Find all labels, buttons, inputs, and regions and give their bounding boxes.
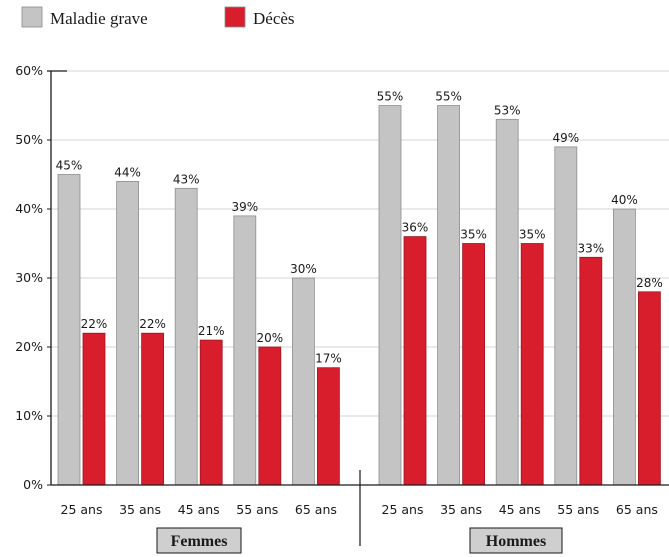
y-tick-label: 40% <box>15 201 43 216</box>
group-label-box-femmes <box>156 527 242 554</box>
bar-hommes-maladie-grave <box>378 105 402 486</box>
data-label: 44% <box>114 165 141 179</box>
x-category-label: 45 ans <box>178 502 220 517</box>
x-category-label: 65 ans <box>616 502 658 517</box>
data-label: 35% <box>519 228 546 242</box>
group-label-box-hommes <box>469 527 563 554</box>
bar-femmes-deces <box>141 332 165 486</box>
data-label: 36% <box>402 221 429 235</box>
y-axis: 0% 10% 20% 30% 40% 50% 60% <box>15 63 67 492</box>
data-label: 39% <box>231 200 258 214</box>
data-label: 17% <box>315 352 342 366</box>
bar-hommes-maladie-grave <box>437 105 461 486</box>
bar-femmes-deces <box>82 332 106 486</box>
y-tick-label: 20% <box>15 339 43 354</box>
bar-femmes-maladie-grave <box>57 174 81 486</box>
y-tick-label: 10% <box>15 408 43 423</box>
x-category-label: 55 ans <box>557 502 599 517</box>
bar-femmes-maladie-grave <box>116 180 139 486</box>
y-tick-label: 60% <box>15 63 43 78</box>
data-label: 55% <box>435 90 462 104</box>
data-label: 30% <box>290 262 317 276</box>
bar-femmes-deces <box>258 346 282 486</box>
data-label: 22% <box>139 317 166 331</box>
data-label: 21% <box>198 324 225 338</box>
x-category-label: 35 ans <box>119 502 161 517</box>
bar-femmes-deces <box>199 339 223 486</box>
data-label: 43% <box>173 172 200 186</box>
bar-femmes-maladie-grave <box>291 277 315 486</box>
data-label: 35% <box>460 228 487 242</box>
data-label: 49% <box>552 131 579 145</box>
data-label: 20% <box>256 331 283 345</box>
x-category-label: 35 ans <box>440 502 482 517</box>
data-label: 53% <box>494 103 521 117</box>
data-label: 22% <box>81 317 108 331</box>
y-tick-label: 50% <box>15 132 43 147</box>
bar-hommes-maladie-grave <box>495 118 519 486</box>
x-category-label: 25 ans <box>382 502 424 517</box>
bar-femmes-maladie-grave <box>174 187 198 486</box>
data-label: 33% <box>577 241 604 255</box>
legend-label: Maladie grave <box>50 9 148 28</box>
legend-label: Décès <box>253 9 295 28</box>
x-category-label: 55 ans <box>236 502 278 517</box>
legend: Maladie grave Décès <box>21 6 295 28</box>
x-axis: 25 ans 35 ans 45 ans 55 ans 65 ans 25 ans 35 a… <box>51 470 669 554</box>
x-category-label: 45 ans <box>499 502 541 517</box>
bar-hommes-deces <box>462 243 486 486</box>
x-category-label: 65 ans <box>295 502 337 517</box>
bar-femmes-maladie-grave <box>233 215 257 486</box>
data-label: 55% <box>377 90 404 104</box>
bar-hommes-deces <box>638 291 661 486</box>
data-label: 28% <box>636 276 663 290</box>
data-label: 40% <box>611 193 638 207</box>
bars: 45% 22% 44% 22% 43% 21% 39% 20% 30% 17% 55% 36% 55% 3… <box>56 90 663 486</box>
bar-femmes-deces <box>316 367 340 486</box>
x-category-label: 25 ans <box>61 502 103 517</box>
bar-hommes-deces <box>520 243 544 486</box>
y-tick-label: 30% <box>15 270 43 285</box>
bar-hommes-deces <box>403 236 427 486</box>
group-label-hommes: Hommes <box>486 533 546 550</box>
bar-hommes-maladie-grave <box>613 208 636 486</box>
data-label: 45% <box>56 159 83 173</box>
group-label-femmes: Femmes <box>171 533 228 550</box>
legend-swatch-deces <box>224 6 246 28</box>
bar-hommes-deces <box>579 256 603 486</box>
legend-swatch-maladie-grave <box>21 6 43 28</box>
bar-hommes-maladie-grave <box>554 146 578 486</box>
y-tick-label: 0% <box>23 477 43 492</box>
